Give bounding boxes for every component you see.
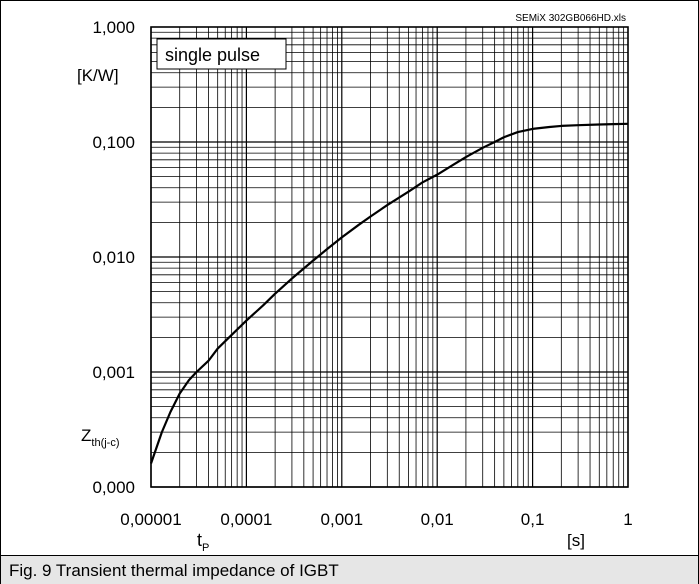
grid-lines	[150, 27, 628, 488]
x-axis-label: tP	[197, 530, 209, 554]
plot-area	[150, 26, 629, 488]
thermal-impedance-chart: 0,000 0,001 0,010 0,100 1,000 0,00001 0,0001 0,…	[77, 13, 633, 554]
y-axis-symbol: Z	[81, 426, 91, 445]
x-axis-subscript: P	[202, 542, 209, 554]
x-tick-label: 0,01	[421, 510, 454, 529]
legend-box	[156, 38, 287, 70]
y-tick-label: 0,010	[92, 248, 135, 267]
x-tick-label: 0,0001	[220, 510, 272, 529]
x-tick-label: 0,001	[321, 510, 364, 529]
y-axis-unit: [K/W]	[77, 66, 119, 85]
y-tick-label: 1,000	[92, 18, 135, 37]
series-layer	[149, 122, 629, 464]
legend-text: single pulse	[165, 45, 260, 65]
x-tick-label: 0,1	[521, 510, 545, 529]
x-tick-label: 0,00001	[120, 510, 181, 529]
x-axis-symbol: t	[197, 530, 202, 550]
x-tick-label: 1	[623, 510, 632, 529]
caption-bar: Fig. 9 Transient thermal impedance of IG…	[1, 555, 698, 584]
figure-caption: Fig. 9 Transient thermal impedance of IG…	[9, 561, 339, 580]
axis-labels: 0,000 0,001 0,010 0,100 1,000 0,00001 0,0001 0,…	[92, 18, 632, 529]
y-tick-label: 0,001	[92, 363, 135, 382]
x-axis-unit: [s]	[567, 531, 585, 550]
y-axis-label: Zth(j-c)	[81, 426, 120, 449]
source-label: SEMiX 302GB066HD.xls	[515, 13, 626, 24]
y-tick-label: 0,100	[92, 133, 135, 152]
y-tick-label: 0,000	[92, 478, 135, 497]
series-line-zth	[149, 122, 629, 464]
y-axis-subscript: th(j-c)	[91, 437, 119, 449]
